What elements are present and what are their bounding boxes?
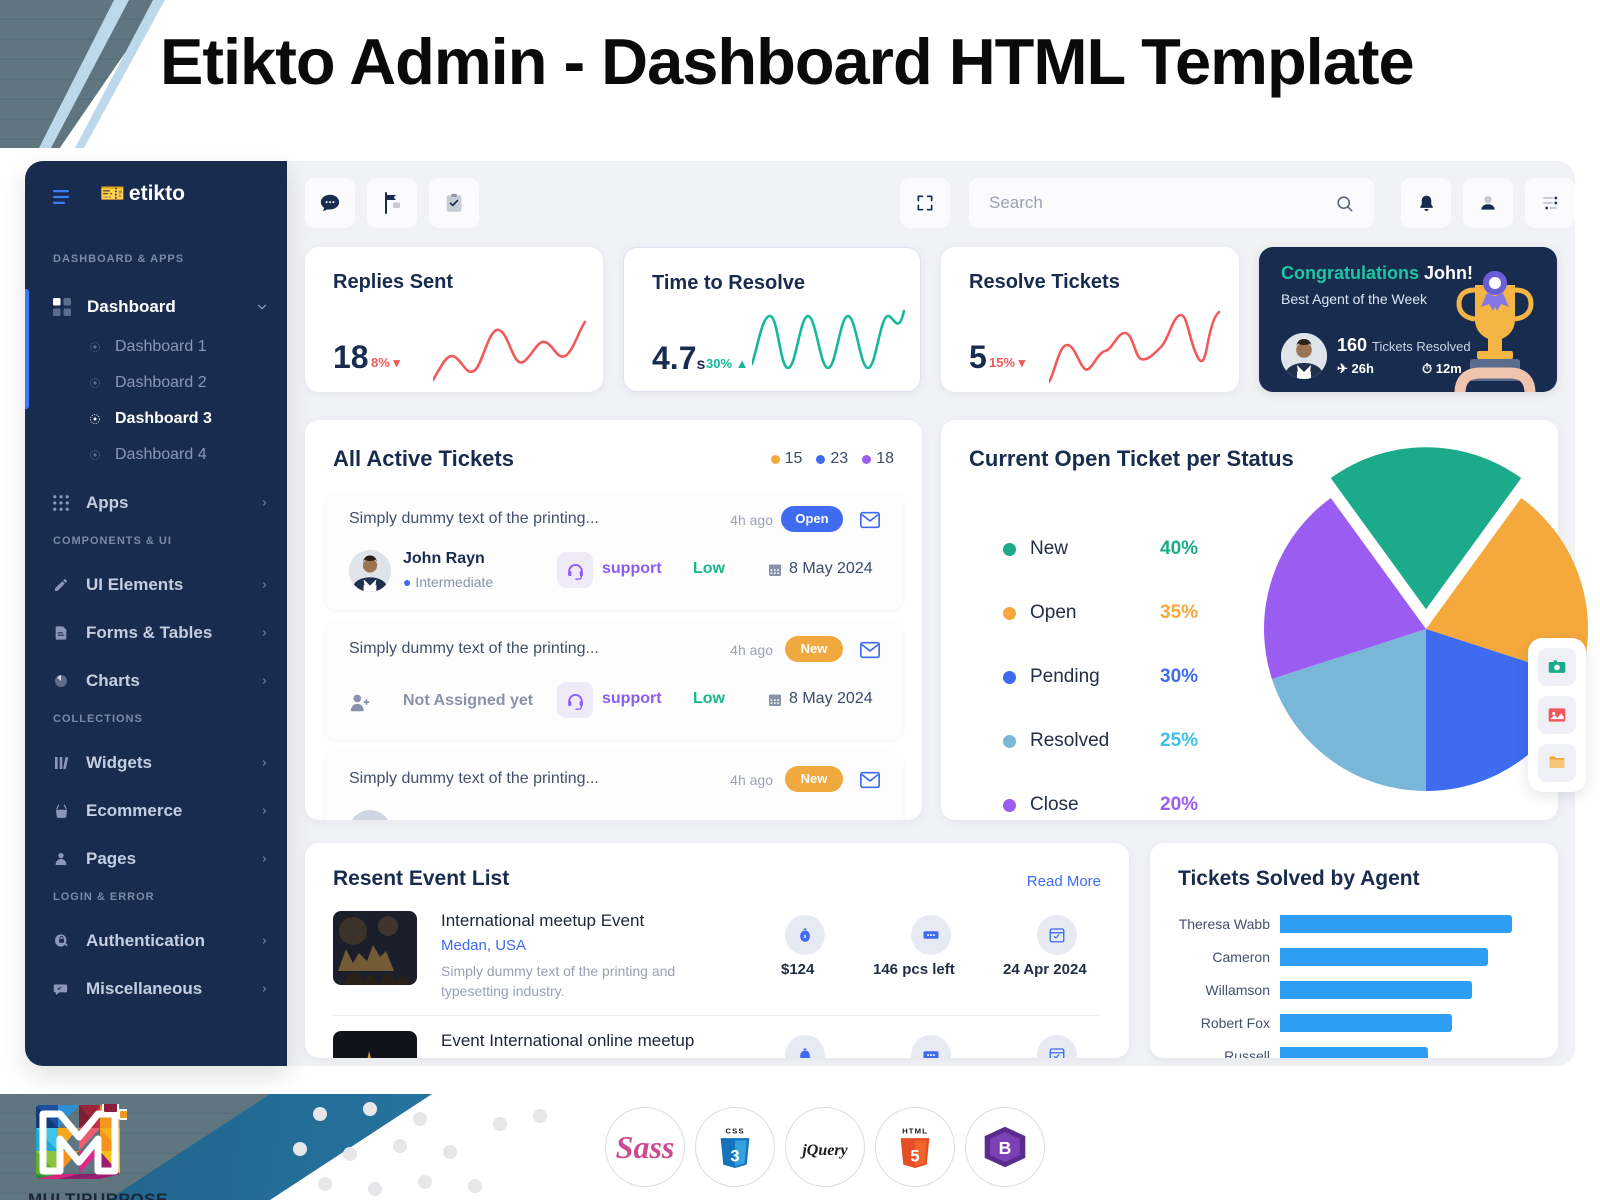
svg-text:CSS: CSS (725, 1127, 744, 1136)
svg-text:$: $ (804, 934, 807, 940)
svg-text:Sass: Sass (616, 1129, 674, 1165)
svg-text:5: 5 (910, 1146, 919, 1165)
svg-text:B: B (999, 1138, 1012, 1158)
svg-text:HTML: HTML (902, 1127, 928, 1136)
svg-text:jQuery: jQuery (799, 1142, 848, 1159)
svg-text:3: 3 (730, 1146, 739, 1165)
